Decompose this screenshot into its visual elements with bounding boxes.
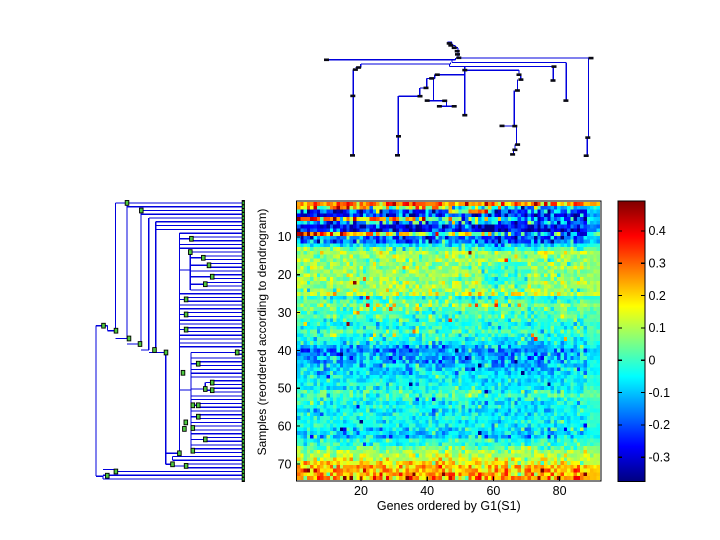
svg-text:0.3: 0.3 bbox=[649, 257, 666, 271]
svg-text:40: 40 bbox=[420, 484, 434, 498]
svg-text:0: 0 bbox=[649, 354, 656, 368]
svg-text:10: 10 bbox=[278, 230, 292, 244]
svg-text:40: 40 bbox=[278, 344, 292, 358]
svg-text:20: 20 bbox=[278, 268, 292, 282]
svg-text:0.1: 0.1 bbox=[649, 321, 666, 335]
svg-text:-0.3: -0.3 bbox=[649, 451, 671, 465]
svg-text:60: 60 bbox=[278, 419, 292, 433]
svg-text:20: 20 bbox=[354, 484, 368, 498]
svg-text:-0.1: -0.1 bbox=[649, 386, 671, 400]
svg-text:50: 50 bbox=[278, 382, 292, 396]
svg-text:-0.2: -0.2 bbox=[649, 418, 671, 432]
svg-text:60: 60 bbox=[486, 484, 500, 498]
svg-text:0.4: 0.4 bbox=[649, 224, 666, 238]
svg-text:80: 80 bbox=[553, 484, 567, 498]
svg-text:0.2: 0.2 bbox=[649, 289, 666, 303]
svg-text:Samples (reordered according t: Samples (reordered according to dendrogr… bbox=[255, 209, 269, 456]
svg-text:30: 30 bbox=[278, 306, 292, 320]
svg-text:Genes ordered by G1(S1): Genes ordered by G1(S1) bbox=[377, 499, 521, 513]
svg-text:70: 70 bbox=[278, 457, 292, 471]
